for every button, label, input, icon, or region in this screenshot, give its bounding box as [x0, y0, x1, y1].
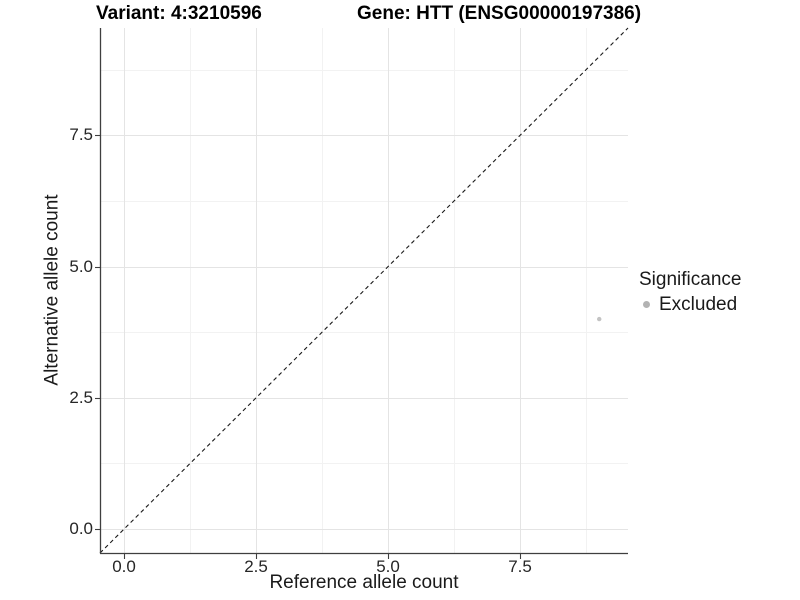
- y-tick-label: 0.0: [69, 519, 93, 539]
- legend-item-label: Excluded: [659, 294, 738, 315]
- y-tick-label: 5.0: [69, 256, 93, 276]
- legend: Significance Excluded: [639, 268, 741, 316]
- x-axis-title: Reference allele count: [269, 572, 459, 593]
- y-tick-label: 2.5: [69, 387, 93, 407]
- identity-line: [99, 27, 629, 554]
- legend-title: Significance: [639, 269, 742, 290]
- y-axis-title: Alternative allele count: [41, 194, 63, 386]
- y-tick-label: 7.5: [69, 125, 93, 145]
- x-tick-label: 7.5: [508, 557, 532, 576]
- data-point: [597, 316, 602, 322]
- gene-title: Gene: HTT (ENSG00000197386): [357, 3, 642, 24]
- plot-panel: [95, 27, 629, 559]
- variant-title: Variant: 4:3210596: [96, 3, 262, 24]
- x-tick-label: 5.0: [376, 557, 400, 576]
- legend-item: Excluded: [639, 293, 741, 316]
- legend-dot-icon: [643, 301, 650, 308]
- x-tick-label: 2.5: [244, 557, 268, 576]
- x-tick-label: 0.0: [112, 557, 136, 576]
